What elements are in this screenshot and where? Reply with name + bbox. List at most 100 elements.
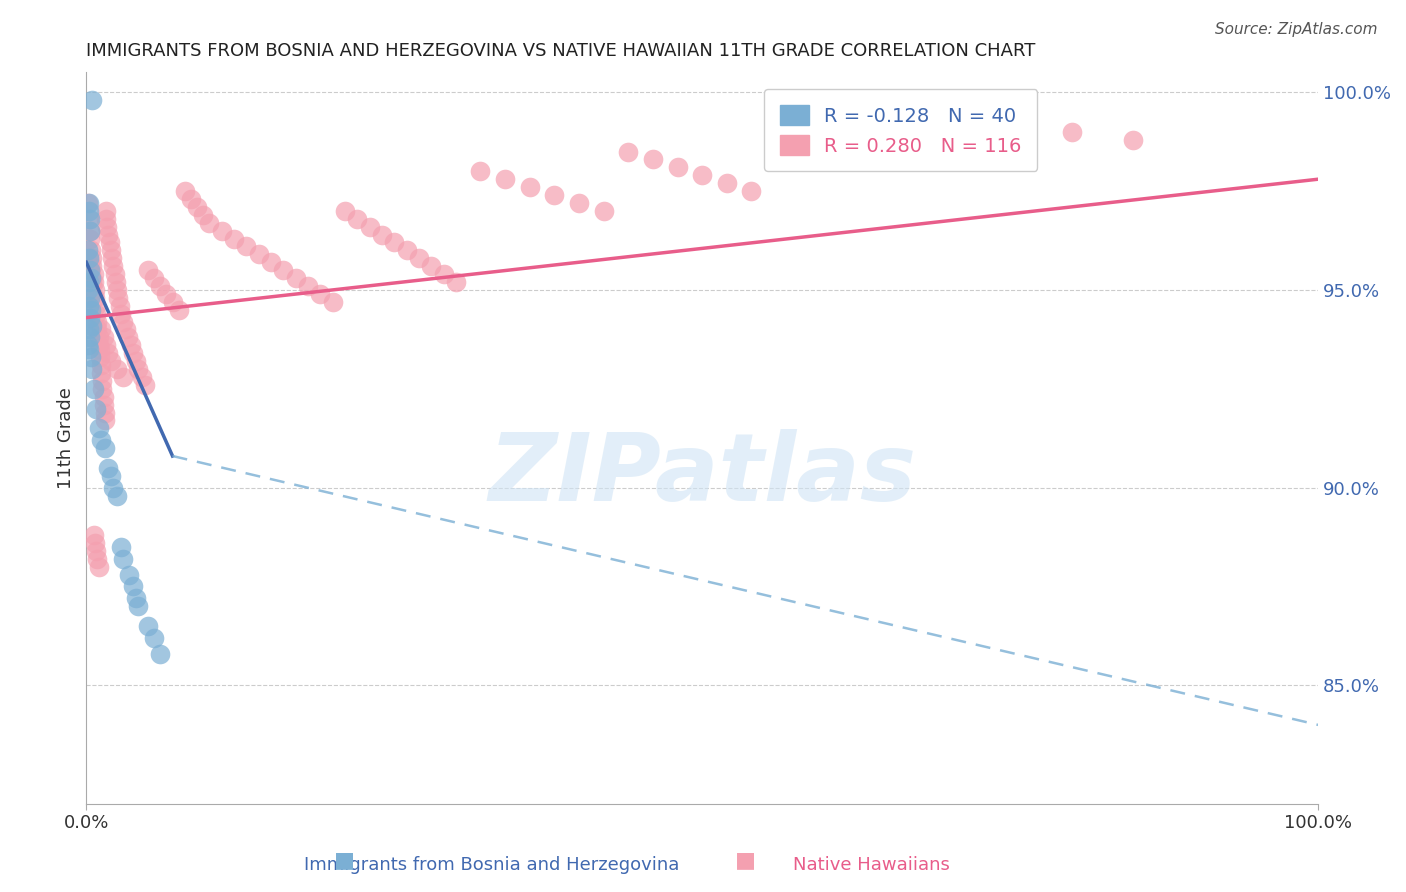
Point [103, 259, 125, 273]
Text: Immigrants from Bosnia and Herzegovina: Immigrants from Bosnia and Herzegovina [305, 856, 679, 874]
Point [86, 551, 108, 566]
Text: ■: ■ [735, 850, 755, 870]
Point [79, 330, 101, 344]
Point [83, 528, 105, 542]
Point [94, 211, 117, 226]
Point [87, 559, 110, 574]
Point [98, 235, 121, 250]
Point [87, 330, 110, 344]
Point [107, 291, 129, 305]
Point [79, 263, 101, 277]
Point [104, 275, 127, 289]
Point [297, 279, 319, 293]
Point [76, 244, 98, 258]
Point [592, 203, 614, 218]
Point [77, 211, 100, 226]
Point [470, 164, 492, 178]
Point [103, 481, 125, 495]
Point [108, 299, 131, 313]
Point [104, 267, 127, 281]
Point [80, 244, 103, 258]
Point [80, 267, 103, 281]
Point [432, 267, 454, 281]
Point [371, 227, 394, 242]
Point [494, 172, 516, 186]
Point [89, 350, 111, 364]
Point [84, 536, 107, 550]
Point [105, 283, 128, 297]
Point [112, 314, 135, 328]
Point [420, 259, 443, 273]
Point [124, 354, 146, 368]
Point [84, 401, 107, 416]
Point [198, 216, 221, 230]
Point [131, 370, 153, 384]
Point [143, 631, 166, 645]
Point [97, 346, 120, 360]
Point [186, 200, 208, 214]
Point [94, 405, 117, 419]
Point [80, 271, 103, 285]
Point [77, 299, 100, 313]
Point [235, 239, 257, 253]
Point [124, 591, 146, 606]
Point [211, 224, 233, 238]
Point [149, 279, 172, 293]
Point [82, 275, 104, 289]
Point [77, 195, 100, 210]
Point [82, 362, 104, 376]
Point [105, 489, 128, 503]
Point [143, 271, 166, 285]
Point [617, 145, 640, 159]
Point [162, 294, 184, 309]
Legend: R = -0.128   N = 40, R = 0.280   N = 116: R = -0.128 N = 40, R = 0.280 N = 116 [765, 89, 1038, 171]
Point [80, 350, 103, 364]
Point [247, 247, 270, 261]
Text: Native Hawaiians: Native Hawaiians [793, 856, 950, 874]
Point [105, 362, 128, 376]
Point [224, 231, 246, 245]
Point [740, 184, 762, 198]
Point [180, 192, 202, 206]
Point [97, 461, 120, 475]
Point [90, 322, 112, 336]
Point [79, 224, 101, 238]
Point [938, 109, 960, 123]
Point [80, 302, 103, 317]
Point [155, 286, 177, 301]
Point [77, 203, 100, 218]
Point [97, 227, 120, 242]
Point [382, 235, 405, 250]
Point [90, 366, 112, 380]
Y-axis label: 11th Grade: 11th Grade [58, 387, 75, 489]
Point [127, 362, 149, 376]
Point [136, 263, 159, 277]
Point [408, 252, 430, 266]
Point [112, 551, 135, 566]
Point [90, 358, 112, 372]
Point [127, 599, 149, 614]
Point [84, 307, 107, 321]
Point [82, 93, 104, 107]
Point [1060, 125, 1083, 139]
Point [83, 275, 105, 289]
Point [101, 252, 124, 266]
Point [76, 283, 98, 297]
Point [998, 117, 1021, 131]
Text: IMMIGRANTS FROM BOSNIA AND HERZEGOVINA VS NATIVE HAWAIIAN 11TH GRADE CORRELATION: IMMIGRANTS FROM BOSNIA AND HERZEGOVINA V… [86, 42, 1036, 60]
Point [94, 413, 117, 427]
Point [91, 374, 114, 388]
Point [82, 259, 104, 273]
Point [333, 203, 356, 218]
Point [122, 580, 145, 594]
Text: Source: ZipAtlas.com: Source: ZipAtlas.com [1215, 22, 1378, 37]
Point [76, 195, 98, 210]
Point [118, 567, 141, 582]
Point [84, 299, 107, 313]
Point [93, 330, 115, 344]
Point [77, 252, 100, 266]
Point [83, 382, 105, 396]
Point [260, 255, 283, 269]
Point [96, 219, 118, 234]
Point [79, 231, 101, 245]
